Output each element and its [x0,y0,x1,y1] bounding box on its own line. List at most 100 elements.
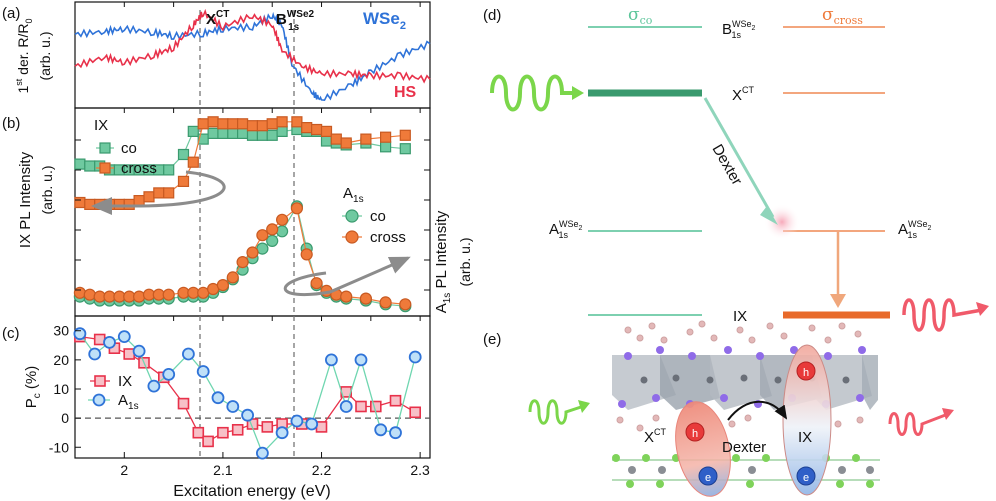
point-ix-cross [360,133,372,145]
legend-ix-co: co [96,140,137,157]
point-c-ix [409,406,422,419]
point-a1s-cross [246,246,259,259]
sigma-co-label: σco [628,5,653,27]
point-ix-co [380,141,392,153]
point-ix-co [217,127,229,139]
point-ix-cross [197,118,209,130]
point-ix-cross [177,175,190,187]
molecule-layer [616,320,864,432]
annotation-b1s: BWSe2 1s [276,9,315,33]
annotation-xct: XCT [206,9,229,28]
point-ix-co [84,160,96,172]
legend-c-ix: IX [90,373,132,390]
level-a1s-left-label: AWSe2 1s [549,219,583,240]
point-ix-cross [380,131,392,143]
point-ix-cross [301,121,313,134]
panel-b-ylabel: IX PL Intensity [17,151,34,248]
point-ix-co [177,148,190,161]
point-ix-cross [311,123,323,136]
point-c-a1s [211,391,225,405]
ytick-label-c: -10 [49,439,69,455]
electron-xct: e [698,466,718,486]
panel-b-right-ylabel: A1s PL Intensity [433,210,453,313]
point-ix-co [74,158,86,170]
point-a1s-cross [399,298,412,311]
point-c-ix [231,423,244,436]
dexter-glow [764,204,800,240]
point-c-a1s [181,347,195,361]
relaxation-arrow-head [830,294,846,308]
point-a1s-cross [73,286,87,299]
incoming-photon-d [490,74,578,112]
xtick-label-c: 2.2 [312,462,332,478]
level-b1s-label: BWSe2 1s [722,19,756,40]
panel-b-label: (b) [2,115,20,132]
point-ix-co [320,135,333,147]
point-ix-cross [237,118,249,130]
point-c-a1s [389,426,402,440]
point-a1s-cross [216,279,229,292]
legend-hs: HS [394,84,417,101]
svg-text:cross: cross [121,160,157,177]
point-a1s-cross [300,248,313,261]
point-c-a1s [408,350,422,364]
dexter-arrow-e [727,400,788,421]
dexter-arrow-head [760,206,778,225]
panel-c-axes: 30 20 10 0 -10 2 2.1 2.2 2.3 [49,2,430,478]
point-c-ix [192,426,205,439]
legend-wse2: WSe2 [363,9,406,32]
point-ix-cross [74,196,86,209]
svg-text:e: e [803,472,809,484]
point-a1s-cross [310,277,323,290]
point-c-ix [261,421,274,433]
series-line-wse2 [74,11,431,102]
svg-text:co: co [121,140,137,157]
series-line-c-a1s [79,333,416,455]
hole-xct: h [685,422,705,442]
sigma-cross-label: σcross [822,5,863,27]
incoming-photon-e [528,399,585,425]
point-c-a1s [73,327,87,341]
point-c-a1s [354,353,368,367]
ytick-label-c: 30 [53,323,69,339]
point-c-a1s [255,446,269,460]
point-c-ix [369,400,382,413]
point-ix-cross [246,120,259,132]
point-a1s-cross [162,288,175,301]
point-ix-co [207,127,219,139]
panel-e-label: (e) [483,331,501,348]
series-line-hs [74,8,431,84]
point-ix-co [399,143,411,155]
point-c-a1s [374,423,388,437]
point-ix-cross [291,116,303,128]
point-ix-cross [187,156,199,168]
point-ix-cross [123,198,135,210]
ix-axis-arrow [91,170,226,215]
legend-a1s-co: co [342,208,386,225]
panel-d: (d) σco σcross BWSe2 1s XCT AWSe2 1s AWSe2… [483,5,989,332]
point-a1s-cross [379,296,392,309]
legend-a1s-cross: cross [342,229,406,246]
panel-c-label: (c) [2,325,20,342]
point-ix-cross [153,187,165,199]
svg-text:e: e [705,472,711,484]
point-a1s-cross [290,202,303,215]
point-c-a1s [290,414,304,428]
point-ix-cross [103,198,116,210]
point-a1s-cross [359,292,372,305]
wse2-layer [612,346,878,410]
point-ix-cross [133,195,145,207]
point-a1s-cross [83,288,96,301]
point-ix-cross [256,120,268,132]
point-c-ix [177,397,190,410]
point-a1s-cross [266,223,279,236]
point-ix-co [246,129,259,141]
point-a1s-cross [340,290,353,303]
dexter-label: Dexter [709,142,746,189]
svg-text:co: co [370,208,386,225]
point-ix-co [227,127,239,139]
svg-text:cross: cross [370,229,406,246]
svg-text:h: h [692,428,698,440]
point-ix-cross [217,118,229,130]
